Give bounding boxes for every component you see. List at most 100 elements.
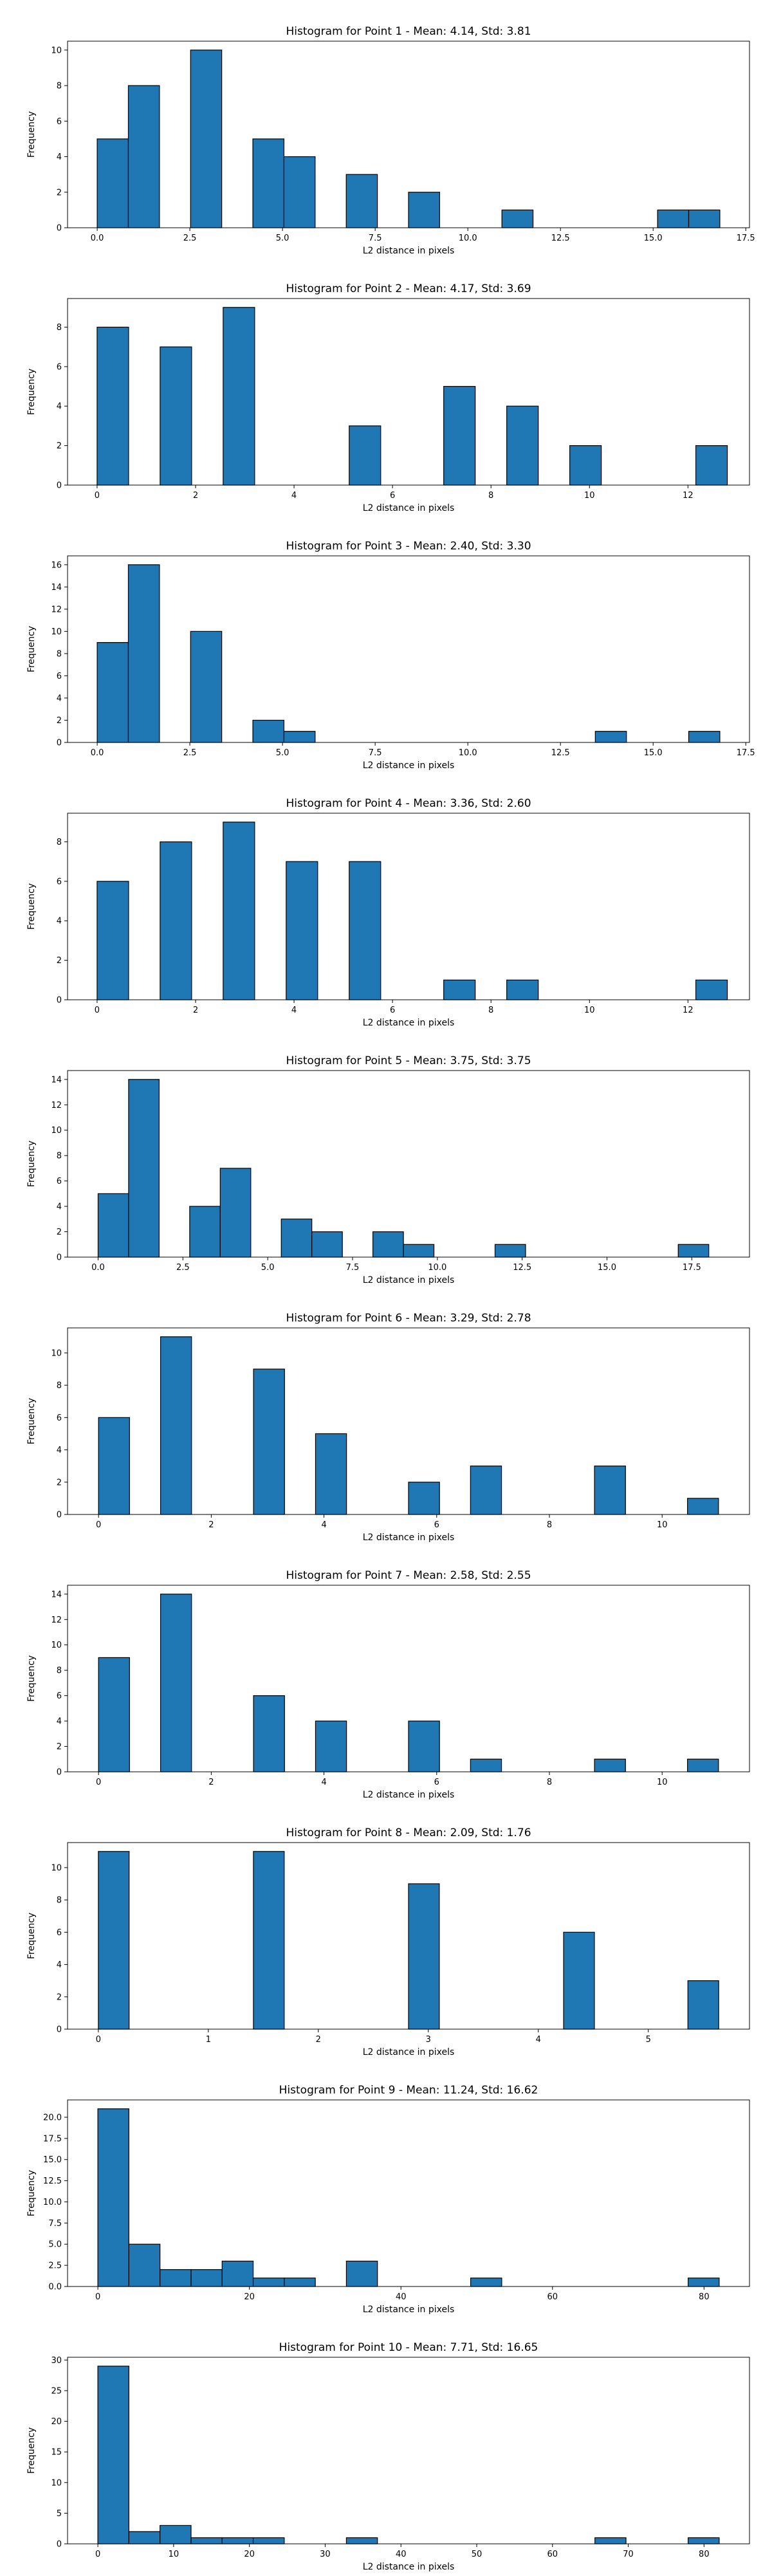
histogram-bar	[687, 2277, 720, 2287]
x-tick-label: 0	[96, 1778, 101, 1787]
y-tick-label: 12	[51, 1101, 62, 1110]
y-tick-label: 10	[51, 1641, 62, 1650]
y-axis-label: Frequency	[26, 2427, 37, 2474]
y-tick-label: 14	[51, 583, 62, 593]
x-tick-label: 2.5	[183, 234, 197, 243]
y-tick-label: 0	[57, 224, 62, 234]
histogram-bar	[470, 2277, 502, 2287]
x-tick-label: 8	[547, 1778, 552, 1787]
histogram-bar	[160, 841, 192, 1000]
x-tick-label: 40	[396, 2550, 407, 2559]
x-tick-label: 8	[547, 1520, 552, 1530]
histogram-bar	[345, 2537, 378, 2544]
histogram-bar	[315, 1433, 347, 1515]
x-tick-label: 10	[657, 1778, 668, 1787]
x-tick-label: 80	[699, 2550, 710, 2559]
y-tick-label: 30	[51, 2356, 62, 2366]
histogram-bar	[190, 630, 223, 743]
histogram-bar	[372, 1231, 404, 1258]
x-tick-label: 6	[390, 491, 395, 501]
y-tick-label: 4	[57, 1446, 62, 1455]
y-tick-label: 5.0	[48, 2240, 62, 2250]
histogram-bar	[223, 822, 255, 1000]
chart-title: Histogram for Point 4 - Mean: 3.36, Std:…	[286, 797, 531, 810]
y-tick-label: 4	[57, 917, 62, 926]
y-tick-label: 0	[57, 2025, 62, 2035]
y-tick-label: 8	[57, 82, 62, 91]
y-tick-label: 16	[51, 560, 62, 570]
y-tick-label: 4	[57, 1202, 62, 1212]
y-tick-label: 2	[57, 1228, 62, 1237]
histogram-bar	[470, 1758, 502, 1772]
histogram-bar	[160, 1594, 192, 1772]
x-tick-label: 80	[699, 2292, 710, 2302]
x-tick-label: 2.5	[176, 1263, 190, 1273]
y-tick-label: 2	[57, 441, 62, 451]
y-tick-label: 2	[57, 956, 62, 966]
histogram-bar	[408, 192, 440, 228]
histogram-bar	[127, 564, 160, 743]
histogram-bar	[695, 445, 728, 486]
histogram-bar	[189, 1206, 221, 1258]
histogram-bar	[252, 719, 285, 743]
y-tick-label: 8	[57, 1152, 62, 1161]
histogram-bar	[96, 881, 129, 1000]
y-tick-label: 10	[51, 627, 62, 637]
x-axis-label: L2 distance in pixels	[363, 246, 455, 256]
y-tick-label: 2	[57, 1742, 62, 1752]
y-axis-label: Frequency	[26, 1398, 37, 1444]
histogram-bar	[97, 1193, 129, 1258]
histogram-bar	[252, 138, 285, 228]
x-tick-label: 0	[95, 2550, 100, 2559]
histogram-bar	[128, 2531, 161, 2544]
histogram-bar	[160, 1336, 192, 1515]
y-tick-label: 4	[57, 152, 62, 162]
y-tick-label: 6	[57, 672, 62, 681]
histogram-bar	[98, 1851, 130, 2030]
histogram-bar	[569, 445, 602, 486]
histogram-bar	[190, 2537, 223, 2544]
histogram-panel: Histogram for Point 2 - Mean: 4.17, Std:…	[26, 282, 750, 513]
y-tick-label: 4	[57, 1960, 62, 1970]
histogram-bar	[311, 1231, 343, 1258]
chart-title: Histogram for Point 5 - Mean: 3.75, Std:…	[286, 1054, 531, 1067]
histogram-bar	[345, 2260, 378, 2287]
x-tick-label: 2	[193, 491, 198, 501]
x-tick-label: 20	[244, 2550, 255, 2559]
y-tick-label: 10	[51, 2478, 62, 2488]
histogram-bar	[345, 174, 378, 228]
y-tick-label: 8	[57, 1381, 62, 1391]
histogram-bar	[688, 731, 721, 743]
y-tick-label: 6	[57, 1177, 62, 1186]
histogram-bar	[190, 50, 223, 228]
x-tick-label: 17.5	[683, 1263, 701, 1273]
y-tick-label: 2	[57, 716, 62, 726]
x-tick-label: 10	[584, 1006, 595, 1015]
plot-frame	[67, 1842, 750, 2030]
x-axis-label: L2 distance in pixels	[363, 1532, 455, 1543]
histogram-bar	[687, 2537, 720, 2544]
y-tick-label: 2.5	[48, 2261, 62, 2271]
histogram-bar	[127, 85, 160, 228]
x-tick-label: 2	[316, 2035, 321, 2045]
histogram-bar	[128, 2243, 161, 2287]
histogram-bar	[443, 385, 476, 486]
chart-title: Histogram for Point 8 - Mean: 2.09, Std:…	[286, 1826, 531, 1839]
histogram-bar	[98, 1657, 130, 1772]
y-tick-label: 4	[57, 694, 62, 703]
histogram-bar	[252, 2537, 285, 2544]
plot-frame	[67, 2357, 750, 2544]
histogram-bar	[160, 2525, 192, 2544]
y-tick-label: 10.0	[43, 2198, 62, 2207]
x-axis-label: L2 distance in pixels	[363, 2562, 455, 2572]
y-tick-label: 0	[57, 481, 62, 491]
histogram-bar	[190, 2269, 223, 2287]
y-tick-label: 20.0	[43, 2113, 62, 2122]
x-tick-label: 20	[244, 2292, 255, 2302]
histogram-bar	[252, 2277, 285, 2287]
y-tick-label: 12.5	[43, 2176, 62, 2186]
y-axis-label: Frequency	[26, 1913, 37, 1959]
y-tick-label: 6	[57, 1413, 62, 1423]
y-axis-label: Frequency	[26, 883, 37, 930]
histogram-panel: Histogram for Point 4 - Mean: 3.36, Std:…	[26, 797, 750, 1028]
